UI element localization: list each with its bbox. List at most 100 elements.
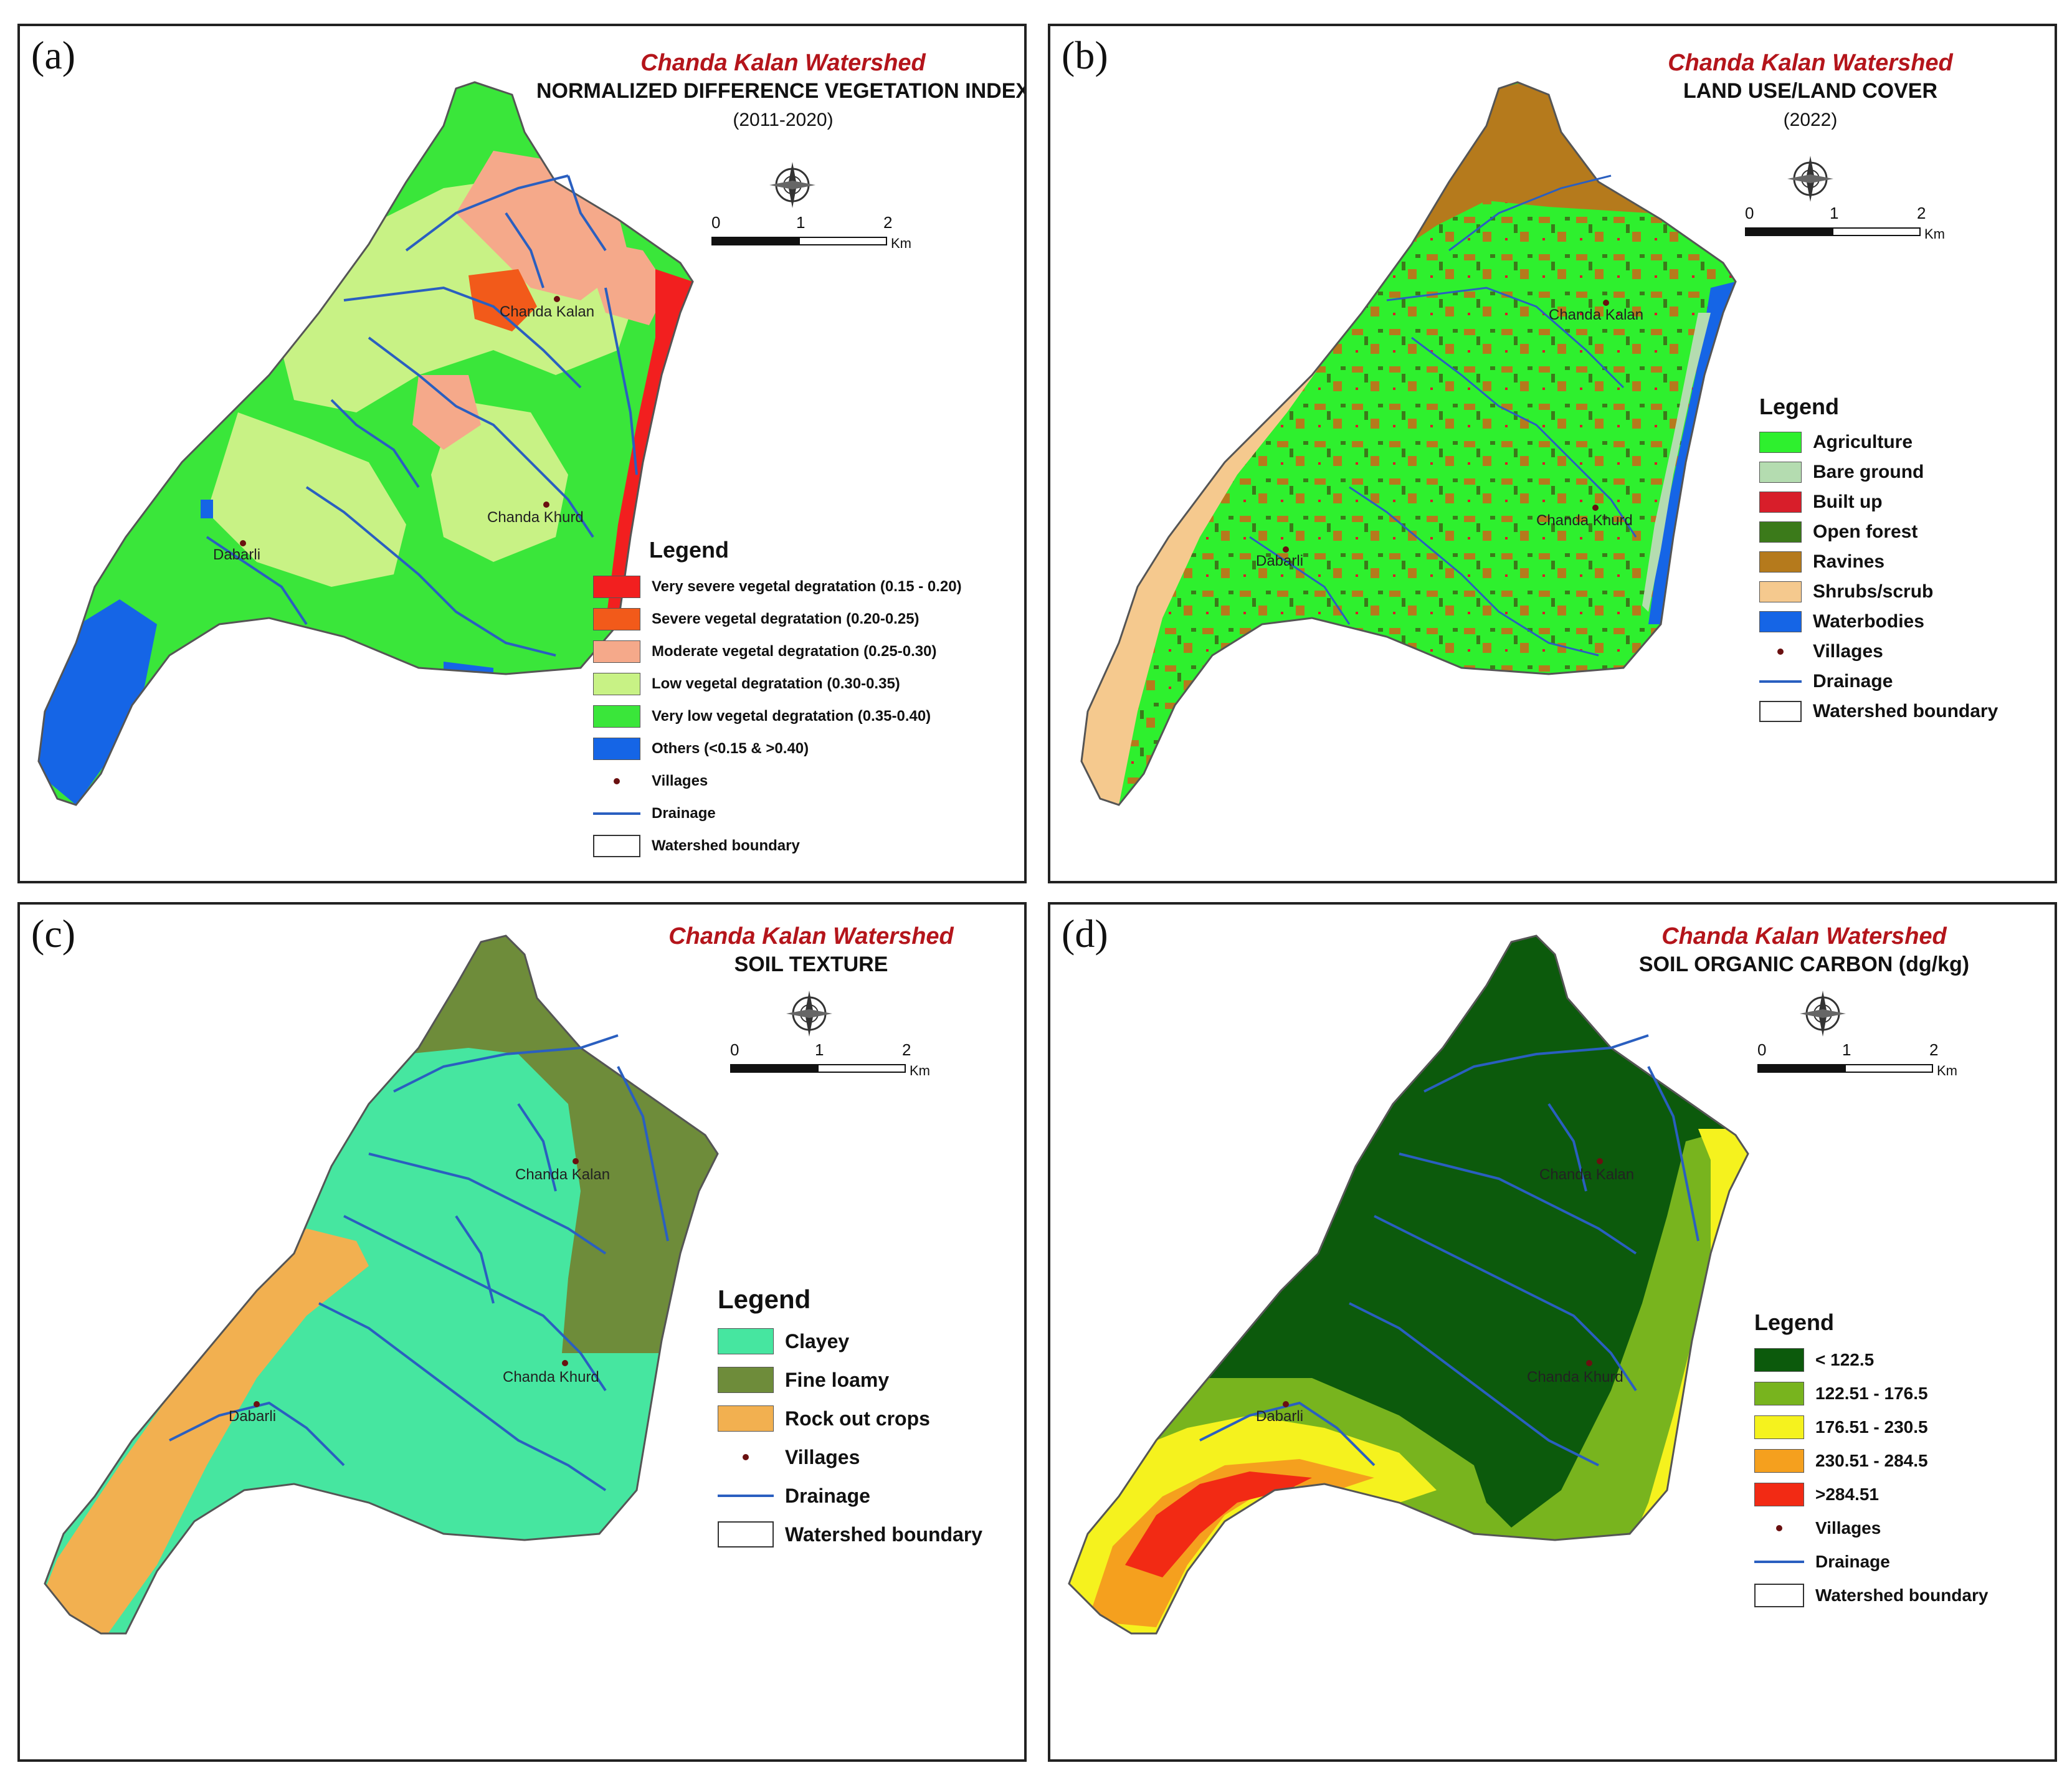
village-label: Chanda Kalan [1539,1166,1635,1183]
legend-title: Legend [718,1285,811,1314]
watershed-name: Chanda Kalan Watershed [1668,50,1953,76]
legend-item: Waterbodies [1759,607,1998,637]
title-block-d: Chanda Kalan Watershed SOIL ORGANIC CARB… [1639,923,1969,977]
legend-label: Bare ground [1813,462,1924,482]
village-label: Chanda Khurd [503,1369,599,1386]
legend-item: Clayey [718,1322,982,1361]
drainage-network [1249,174,1637,657]
scale-tick-1: 1 [1830,204,1839,222]
drainage-line-icon [718,1495,774,1497]
panel-a-ndvi-map: (a) Chanda Kalan Watershed NORMALIZED DI… [17,24,1027,883]
legend-label: Waterbodies [1813,611,1924,632]
legend-item: Drainage [593,797,962,830]
legend-item: Drainage [1759,667,1998,696]
scale-tick-2: 2 [1917,204,1926,222]
legend-label: Agriculture [1813,432,1913,452]
legend-item: Rock out crops [718,1399,982,1438]
scale-bar: 0 1 2 Km [1757,1040,1957,1090]
north-arrow-icon [769,162,815,208]
legend-label: Villages [1815,1518,1881,1538]
map-subtitle: (2011-2020) [733,110,834,130]
legend-title: Legend [1759,394,1840,419]
legend-c: Legend Clayey Fine loamy Rock out crops … [718,1285,982,1554]
village-label: Dabarli [1256,1408,1304,1425]
drainage-line-icon [1754,1561,1804,1563]
legend-item: 122.51 - 176.5 [1754,1377,1988,1410]
legend-item: Agriculture [1759,427,1998,457]
legend-label: Watershed boundary [652,837,800,854]
legend-item: < 122.5 [1754,1343,1988,1377]
soil-texture-map-graphic [44,934,719,1635]
legend-label: Drainage [1813,671,1893,692]
legend-label: Low vegetal degratation (0.30-0.35) [652,675,900,692]
legend-label: Watershed boundary [1815,1585,1989,1605]
legend-label: Others (<0.15 & >0.40) [652,740,809,757]
legend-label: Drainage [1815,1552,1890,1571]
scale-tick-0: 0 [1757,1040,1767,1059]
village-label: Chanda Khurd [487,509,584,526]
legend-label: Open forest [1813,521,1918,542]
map-title: NORMALIZED DIFFERENCE VEGETATION INDEX [536,79,1027,103]
panel-label-d: (d) [1062,911,1108,956]
lulc-map-graphic [1080,81,1737,806]
legend-label: 230.51 - 284.5 [1815,1451,1928,1470]
legend-item: Low vegetal degratation (0.30-0.35) [593,668,962,700]
legend-item: Ravines [1759,547,1998,577]
village-label: Dabarli [213,546,261,563]
legend-title: Legend [649,537,729,563]
legend-label: Moderate vegetal degratation (0.25-0.30) [652,643,937,660]
drainage-network [206,174,638,657]
village-dot-icon [614,778,620,784]
legend-item: Severe vegetal degratation (0.20-0.25) [593,603,962,635]
title-block-b: Chanda Kalan Watershed LAND USE/LAND COV… [1668,50,1953,131]
legend-label: Villages [785,1445,860,1468]
scale-bar: 0 1 2 Km [730,1040,930,1090]
legend-label: Drainage [652,805,716,822]
scale-unit: Km [891,235,911,251]
panel-label-a: (a) [31,33,76,77]
scale-tick-2: 2 [1929,1040,1939,1059]
drainage-network [1199,1034,1699,1467]
legend-label: Rock out crops [785,1407,930,1430]
scale-tick-0: 0 [1745,204,1754,222]
map-title: LAND USE/LAND COVER [1683,79,1938,103]
legend-item: Fine loamy [718,1361,982,1399]
north-arrow-icon [1800,991,1846,1037]
scale-tick-1: 1 [796,213,806,232]
map-subtitle: (2022) [1783,110,1838,130]
legend-label: Ravines [1813,551,1885,572]
legend-title: Legend [1754,1310,1835,1335]
legend-item: Villages [718,1438,982,1476]
legend-label: Very severe vegetal degratation (0.15 - … [652,578,962,595]
panel-c-soil-texture-map: (c) Chanda Kalan Watershed SOIL TEXTURE … [17,902,1027,1762]
village-label: Chanda Khurd [1536,512,1633,529]
panel-label-c: (c) [31,911,76,956]
scale-tick-1: 1 [1842,1040,1851,1059]
village-label: Chanda Kalan [500,303,595,320]
legend-item: >284.51 [1754,1478,1988,1511]
legend-item: 176.51 - 230.5 [1754,1410,1988,1444]
legend-item: Moderate vegetal degratation (0.25-0.30) [593,635,962,668]
drainage-line-icon [593,812,640,815]
panel-b-lulc-map: (b) Chanda Kalan Watershed LAND USE/LAND… [1048,24,2057,883]
legend-item: Villages [1754,1511,1988,1545]
legend-item: Others (<0.15 & >0.40) [593,733,962,765]
soil-organic-carbon-map-graphic [1068,934,1749,1635]
watershed-name: Chanda Kalan Watershed [1661,923,1947,949]
legend-label: Clayey [785,1329,850,1353]
legend-a: Legend Very severe vegetal degratation (… [593,537,962,862]
legend-item: Open forest [1759,517,1998,547]
drainage-line-icon [1759,680,1802,683]
legend-label: Watershed boundary [1813,701,1998,721]
map-title: SOIL ORGANIC CARBON (dg/kg) [1638,953,1970,976]
village-dot-icon [1776,1525,1782,1531]
scale-unit: Km [910,1063,930,1078]
watershed-name: Chanda Kalan Watershed [640,50,926,76]
legend-item: Very low vegetal degratation (0.35-0.40) [593,700,962,733]
legend-label: Drainage [785,1484,870,1507]
legend-label: Watershed boundary [785,1523,983,1546]
legend-label: < 122.5 [1815,1350,1875,1369]
map-title: SOIL TEXTURE [734,953,888,976]
legend-item: Shrubs/scrub [1759,577,1998,607]
legend-item: Watershed boundary [718,1515,982,1554]
